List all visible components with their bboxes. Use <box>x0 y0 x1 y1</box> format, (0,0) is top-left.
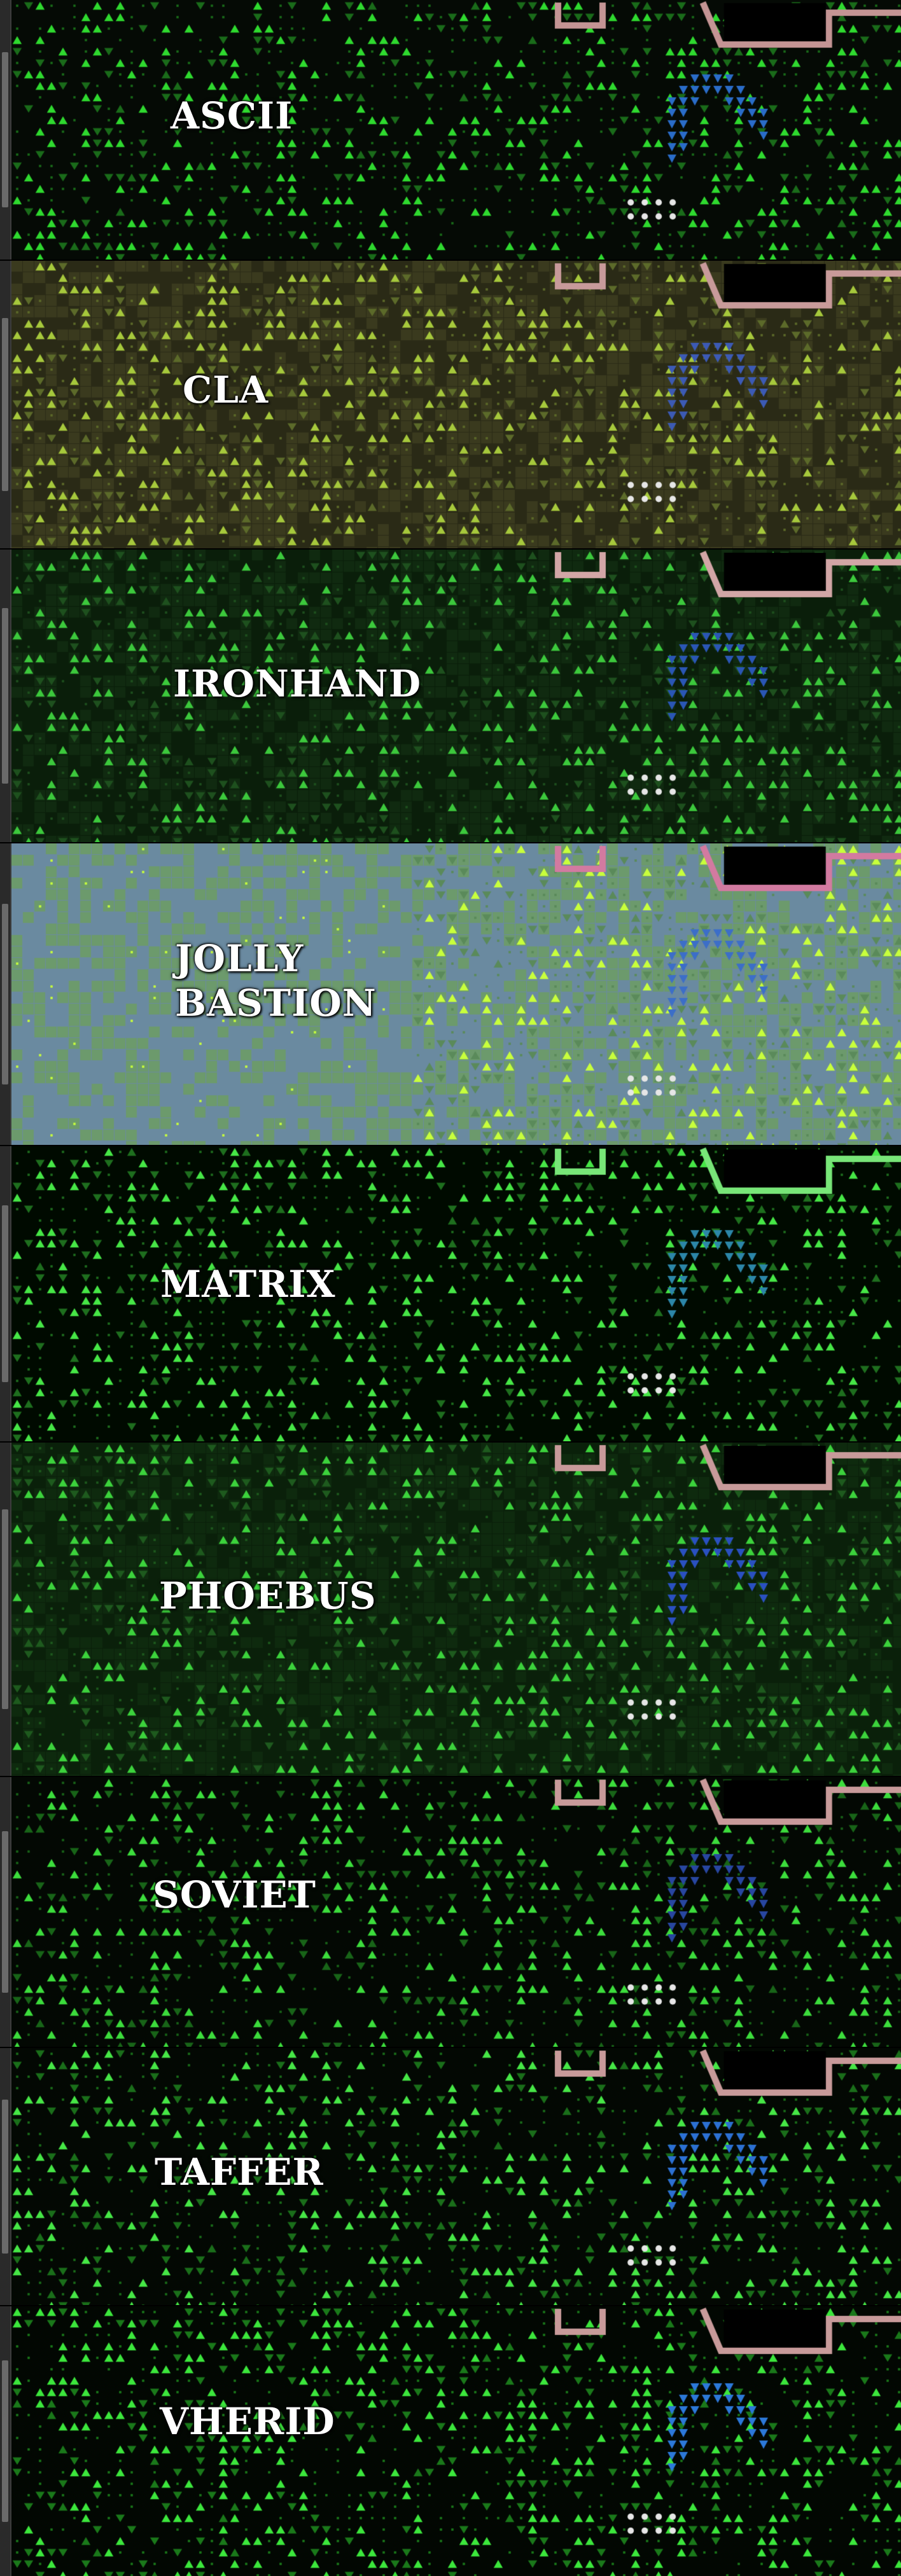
tileset-name-line: IRONHAND <box>173 662 421 705</box>
tileset-name-label: TAFFER <box>155 2150 324 2194</box>
tileset-name-label: JOLLY BASTION <box>175 936 377 1025</box>
scrollbar[interactable] <box>0 2048 11 2305</box>
tileset-name-line: PHOEBUS <box>159 1574 377 1617</box>
scrollbar-thumb[interactable] <box>2 903 8 1085</box>
scrollbar[interactable] <box>0 2306 11 2576</box>
tileset-panel-phoebus: PHOEBUS <box>0 1443 901 1776</box>
tileset-panel-cla: CLA <box>0 261 901 548</box>
tileset-name-line: CLA <box>183 368 269 412</box>
tileset-name-line: JOLLY <box>175 937 304 980</box>
scrollbar-thumb[interactable] <box>2 318 8 491</box>
tileset-name-label: ASCII <box>171 93 293 138</box>
scrollbar-thumb[interactable] <box>2 52 8 208</box>
scrollbar-thumb[interactable] <box>2 1205 8 1383</box>
map-view-jolly-bastion <box>0 843 901 1145</box>
tileset-panel-matrix: MATRIX <box>0 1146 901 1441</box>
scrollbar[interactable] <box>0 261 11 548</box>
scrollbar[interactable] <box>0 550 11 842</box>
scrollbar-thumb[interactable] <box>2 1831 8 1993</box>
map-view-cla <box>0 261 901 548</box>
tileset-panel-jolly-bastion: JOLLY BASTION <box>0 843 901 1145</box>
scrollbar[interactable] <box>0 0 11 260</box>
tileset-name-label: SOVIET <box>153 1873 316 1917</box>
tileset-name-line: TAFFER <box>155 2150 324 2194</box>
scrollbar[interactable] <box>0 1443 11 1776</box>
tileset-name-line: MATRIX <box>160 1263 336 1306</box>
map-view-vherid <box>0 2306 901 2576</box>
tileset-panel-soviet: SOVIET <box>0 1777 901 2047</box>
scrollbar[interactable] <box>0 1146 11 1441</box>
map-view-ascii <box>0 0 901 260</box>
tileset-panel-taffer: TAFFER <box>0 2048 901 2305</box>
scrollbar-thumb[interactable] <box>2 608 8 784</box>
tileset-name-label: PHOEBUS <box>159 1574 377 1618</box>
tileset-name-line: BASTION <box>175 981 377 1025</box>
map-view-matrix <box>0 1146 901 1441</box>
tileset-name-line: VHERID <box>160 2400 335 2443</box>
tileset-name-label: MATRIX <box>160 1262 336 1306</box>
tileset-panel-ascii: ASCII <box>0 0 901 260</box>
scrollbar-thumb[interactable] <box>2 1509 8 1710</box>
tileset-name-label: CLA <box>183 368 269 412</box>
tileset-name-line: ASCII <box>171 94 293 137</box>
scrollbar-thumb[interactable] <box>2 2360 8 2523</box>
map-view-soviet <box>0 1777 901 2047</box>
scrollbar[interactable] <box>0 1777 11 2047</box>
map-view-ironhand <box>0 550 901 842</box>
tileset-name-line: SOVIET <box>153 1873 316 1916</box>
map-view-taffer <box>0 2048 901 2305</box>
tileset-panel-ironhand: IRONHAND <box>0 550 901 842</box>
map-view-phoebus <box>0 1443 901 1776</box>
tileset-panel-vherid: VHERID <box>0 2306 901 2576</box>
tileset-name-label: VHERID <box>160 2399 335 2444</box>
scrollbar-thumb[interactable] <box>2 2099 8 2254</box>
scrollbar[interactable] <box>0 843 11 1145</box>
tileset-name-label: IRONHAND <box>173 661 421 706</box>
